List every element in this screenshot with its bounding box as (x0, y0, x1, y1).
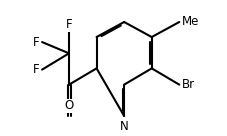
Text: O: O (64, 99, 74, 112)
Text: Br: Br (182, 78, 195, 91)
Text: N: N (120, 120, 128, 133)
Text: F: F (66, 18, 72, 31)
Text: Me: Me (182, 16, 199, 29)
Text: F: F (33, 35, 39, 49)
Text: F: F (33, 63, 39, 76)
